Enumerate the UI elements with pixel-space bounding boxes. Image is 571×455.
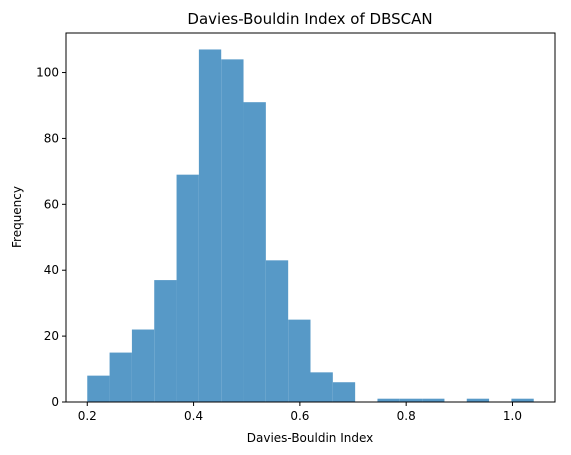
histogram-bar <box>243 102 266 402</box>
y-tick-label: 40 <box>44 263 59 277</box>
y-axis-ticks: 0 20 40 60 80 100 <box>36 66 66 409</box>
histogram-bar <box>511 398 534 402</box>
histogram-bar <box>310 372 333 402</box>
histogram-bar <box>198 49 222 403</box>
y-tick-label: 60 <box>44 197 59 211</box>
histogram-bar <box>288 319 311 402</box>
y-tick-label: 20 <box>44 329 59 343</box>
histogram-bar <box>332 382 356 402</box>
chart-title: Davies-Bouldin Index of DBSCAN <box>187 10 432 28</box>
histogram-bars <box>87 49 534 403</box>
x-tick-label: 0.4 <box>184 409 203 423</box>
y-tick-label: 80 <box>44 131 59 145</box>
plot-frame <box>65 32 556 403</box>
x-axis-ticks: 0.2 0.4 0.6 0.8 1.0 <box>78 402 522 423</box>
histogram-bar <box>221 59 244 402</box>
histogram-bar <box>87 375 110 402</box>
histogram-bar <box>399 398 423 402</box>
histogram-bar <box>466 398 490 402</box>
histogram-bar <box>154 280 177 402</box>
histogram-bar <box>422 398 445 402</box>
y-axis-label: Frequency <box>10 186 24 248</box>
x-axis-label: Davies-Bouldin Index <box>247 431 374 445</box>
histogram-bar <box>176 174 199 402</box>
histogram-bar <box>109 352 132 402</box>
histogram-bar <box>265 260 289 402</box>
histogram-bar <box>377 398 400 402</box>
x-tick-label: 1.0 <box>503 409 522 423</box>
x-tick-label: 0.6 <box>290 409 309 423</box>
y-tick-label: 0 <box>51 395 59 409</box>
x-tick-label: 0.8 <box>397 409 416 423</box>
x-tick-label: 0.2 <box>78 409 97 423</box>
y-tick-label: 100 <box>36 66 59 80</box>
histogram-bar <box>131 329 155 402</box>
